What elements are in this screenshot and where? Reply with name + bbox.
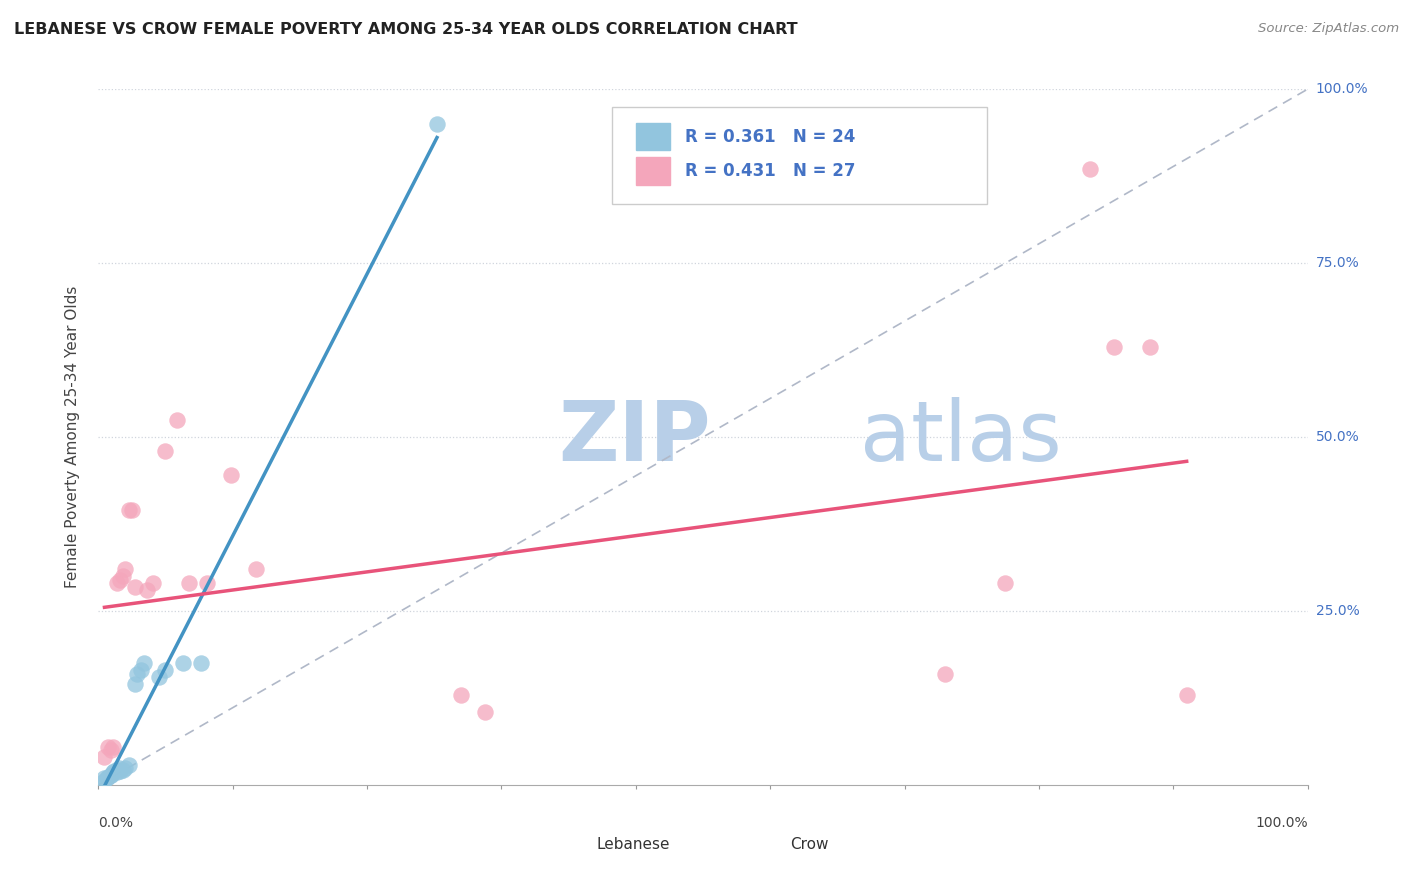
Text: Source: ZipAtlas.com: Source: ZipAtlas.com: [1258, 22, 1399, 36]
Point: [245, 562, 267, 576]
Point: [1175, 688, 1198, 702]
Point: [450, 688, 472, 702]
Point: [108, 760, 131, 774]
Text: 100.0%: 100.0%: [1256, 815, 1308, 830]
Point: [101, 765, 124, 780]
Text: 75.0%: 75.0%: [1316, 256, 1360, 270]
Point: [153, 444, 176, 458]
Y-axis label: Female Poverty Among 25-34 Year Olds: Female Poverty Among 25-34 Year Olds: [65, 286, 80, 588]
Point: [100, 743, 122, 757]
Text: 25.0%: 25.0%: [1316, 604, 1360, 618]
Point: [190, 657, 212, 671]
Point: [121, 503, 143, 517]
Point: [103, 764, 125, 778]
Text: R = 0.431   N = 27: R = 0.431 N = 27: [685, 162, 855, 180]
Point: [124, 677, 146, 691]
Point: [195, 576, 218, 591]
Point: [474, 705, 496, 719]
Point: [100, 767, 122, 781]
Point: [177, 576, 201, 591]
Point: [148, 670, 170, 684]
Point: [105, 763, 128, 777]
Bar: [558, 833, 585, 855]
Point: [142, 576, 165, 591]
Point: [114, 562, 136, 576]
Point: [166, 412, 188, 426]
Point: [101, 739, 124, 754]
Point: [111, 763, 134, 777]
Point: [994, 576, 1017, 591]
Bar: [751, 833, 778, 855]
Text: ZIP: ZIP: [558, 397, 710, 477]
Text: atlas: atlas: [860, 397, 1062, 477]
Point: [1139, 340, 1161, 354]
Point: [124, 580, 146, 594]
Point: [129, 663, 152, 677]
Point: [97, 770, 120, 784]
Text: R = 0.361   N = 24: R = 0.361 N = 24: [685, 128, 855, 145]
Point: [100, 767, 122, 781]
Bar: [637, 157, 671, 186]
Point: [105, 576, 128, 591]
Point: [93, 771, 115, 785]
Text: 0.0%: 0.0%: [98, 815, 134, 830]
Point: [127, 666, 149, 681]
Text: LEBANESE VS CROW FEMALE POVERTY AMONG 25-34 YEAR OLDS CORRELATION CHART: LEBANESE VS CROW FEMALE POVERTY AMONG 25…: [14, 22, 797, 37]
Point: [118, 503, 141, 517]
Point: [1078, 162, 1101, 177]
Point: [118, 758, 141, 772]
Point: [105, 765, 128, 780]
Point: [108, 573, 131, 587]
Point: [114, 760, 136, 774]
Point: [221, 468, 243, 483]
Text: 50.0%: 50.0%: [1316, 430, 1360, 444]
Point: [97, 739, 120, 754]
Bar: [637, 122, 671, 151]
Text: 100.0%: 100.0%: [1316, 82, 1368, 96]
Point: [934, 666, 956, 681]
Point: [135, 583, 157, 598]
Point: [111, 569, 134, 583]
Point: [153, 663, 176, 677]
Point: [1102, 340, 1125, 354]
Point: [96, 771, 118, 785]
Text: Lebanese: Lebanese: [596, 837, 671, 852]
Point: [134, 657, 156, 671]
Text: Crow: Crow: [790, 837, 828, 852]
Point: [108, 764, 131, 778]
Point: [172, 657, 194, 671]
FancyBboxPatch shape: [612, 106, 987, 204]
Point: [93, 750, 115, 764]
Point: [426, 117, 449, 131]
Point: [93, 774, 115, 789]
